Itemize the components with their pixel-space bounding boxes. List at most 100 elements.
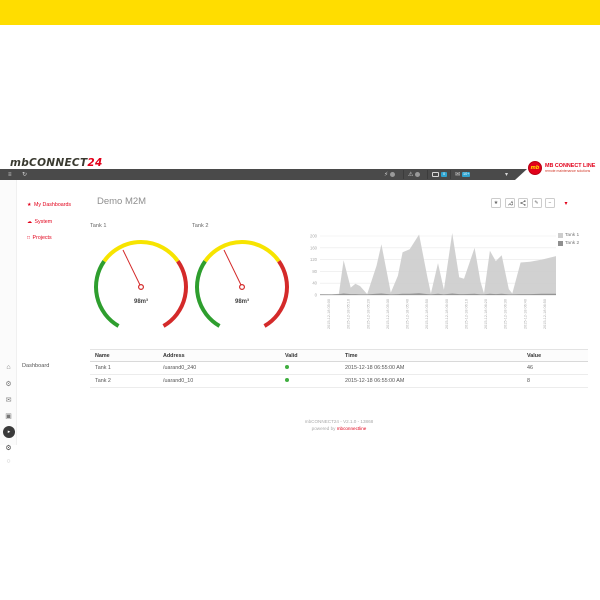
col-address[interactable]: Address <box>158 349 280 362</box>
y-axis-tick: 40 <box>312 281 317 286</box>
x-axis-tick: 2015-12-18 06:10 <box>464 299 468 329</box>
user-menu-caret-icon[interactable]: ▾ <box>505 172 509 178</box>
device-icon <box>432 172 439 177</box>
company-logo-icon: mb <box>528 161 542 175</box>
favorite-button[interactable]: ★ <box>491 198 501 208</box>
gauge-hub <box>137 283 144 290</box>
dashboard-icon[interactable]: ⌂ <box>6 364 11 371</box>
share-button[interactable] <box>518 198 528 208</box>
sidebar-item-projects[interactable]: □ Projects <box>27 235 52 241</box>
gauge-title: Tank 2 <box>192 223 209 229</box>
app-logo: mbCONNECT24 <box>10 157 103 169</box>
area-chart: 0 40 80 120 160 200 2015-12-18 05:00 2015-12-18… <box>310 233 556 329</box>
cell-value: 8 <box>522 374 588 388</box>
menu-icon[interactable]: ≡ <box>8 171 12 178</box>
gauge-tank2: 98m³ <box>195 240 289 328</box>
version-text: mbCONNECT24 - V2.1.0 - 13868 <box>304 419 374 424</box>
x-axis-tick: 2015-12-18 06:20 <box>484 299 488 329</box>
mail-icon: ✉ <box>455 172 461 178</box>
gauge-hub <box>238 283 245 290</box>
share-icon <box>520 200 526 206</box>
cell-valid <box>280 374 340 388</box>
alarms-button[interactable]: ⚠ <box>408 169 420 180</box>
gauge-green-arc <box>94 260 120 328</box>
y-axis-tick: 120 <box>310 257 318 262</box>
table-row[interactable]: Tank 2 /uarand0_10 2015-12-18 06:55:00 A… <box>90 374 588 388</box>
cell-address: /uarand0_240 <box>158 361 280 375</box>
cell-address: /uarand0_10 <box>158 374 280 388</box>
toolbar: ≡ ↻ ⚡ ⚠ 0 ✉ 10+ ▾ <box>0 169 527 180</box>
gauge-yellow-arc <box>102 240 180 263</box>
toolbar-divider <box>427 170 428 179</box>
cell-name: Tank 2 <box>90 374 158 388</box>
refresh-icon[interactable]: ↻ <box>22 172 28 178</box>
footer: mbCONNECT24 - V2.1.0 - 13868 powered by … <box>88 418 590 432</box>
messages-badge: 0 <box>442 171 446 176</box>
x-axis-tick: 2015-12-18 06:50 <box>543 299 547 329</box>
sidebar-item-my-dashboards[interactable]: ★ My Dashboards <box>27 202 71 208</box>
mail-badge: 10+ <box>463 171 470 176</box>
gauge-red-arc <box>162 260 188 328</box>
series-area-tank2 <box>320 293 556 295</box>
pin-icon[interactable]: ▾ <box>564 200 568 207</box>
legend-item-tank1[interactable]: Tank 1 <box>558 233 579 238</box>
cell-name: Tank 1 <box>90 361 158 375</box>
y-axis-tick: 160 <box>310 245 318 250</box>
wrench-icon <box>507 200 513 206</box>
sidebar-item-label: System <box>34 219 53 225</box>
x-axis-tick: 2015-12-18 05:00 <box>327 299 331 329</box>
col-valid[interactable]: Valid <box>280 349 340 362</box>
legend-label: Tank 2 <box>565 240 580 246</box>
messages-icon[interactable]: ✉ <box>5 397 12 404</box>
x-axis-tick: 2015-12-18 05:30 <box>386 299 390 329</box>
x-axis-tick: 2015-12-18 06:30 <box>504 299 508 329</box>
page-title: Demo M2M <box>97 196 147 207</box>
app-logo-accent: 24 <box>87 157 103 169</box>
star-icon: ★ <box>27 202 32 208</box>
table-row[interactable]: Tank 1 /uarand0_240 2015-12-18 06:55:00 … <box>90 361 588 375</box>
x-axis-tick: 2015-12-18 05:50 <box>425 299 429 329</box>
col-time[interactable]: Time <box>340 349 522 362</box>
y-axis-tick: 0 <box>315 293 318 298</box>
powered-by-link[interactable]: mbconnectline <box>336 426 367 431</box>
expand-sidebar-button[interactable]: ▸ <box>3 426 15 438</box>
app-logo-primary: mbCONNECT <box>10 157 88 169</box>
devices-icon[interactable]: ▣ <box>5 413 12 420</box>
col-value[interactable]: Value <box>522 349 588 362</box>
sidebar-item-system[interactable]: ☁ System <box>27 219 52 225</box>
collapse-button[interactable]: − <box>545 198 555 208</box>
help-icon[interactable]: ○ <box>6 458 11 465</box>
gauge-title: Tank 1 <box>90 223 107 229</box>
toolbar-divider <box>450 170 451 179</box>
cloud-icon: ☁ <box>27 219 32 225</box>
gauge-value: 98m³ <box>235 298 249 305</box>
company-logo: mb MB CONNECT LINE remote maintenance so… <box>528 161 595 175</box>
col-name[interactable]: Name <box>90 349 158 362</box>
edit-button[interactable]: ✎ <box>531 198 542 208</box>
power-badge <box>390 172 395 177</box>
configure-button[interactable] <box>504 198 515 208</box>
power-icon: ⚡ <box>384 172 389 178</box>
legend-item-tank2[interactable]: Tank 2 <box>558 240 580 246</box>
legend-swatch <box>558 233 563 238</box>
x-axis-tick: 2015-12-18 05:20 <box>366 299 370 329</box>
settings-icon[interactable]: ⚙ <box>5 445 12 452</box>
icon-rail: ⌂ ⚙ ✉ ▣ ▤ ⚙ ○ <box>0 180 17 465</box>
x-axis-tick: 2015-12-18 05:10 <box>347 299 351 329</box>
administration-icon[interactable]: ⚙ <box>5 381 12 388</box>
breadcrumb[interactable]: Dashboard <box>22 363 50 369</box>
chart-legend: Tank 1 Tank 2 <box>558 233 579 248</box>
mail-button[interactable]: ✉ 10+ <box>455 169 470 180</box>
breadcrumb-bar: Dashboard <box>0 180 600 369</box>
x-axis-tick: 2015-12-18 06:00 <box>445 299 449 329</box>
y-axis-tick: 80 <box>312 269 317 274</box>
sidebar-item-label: My Dashboards <box>33 202 72 208</box>
messages-button[interactable]: 0 <box>432 169 447 180</box>
gauge-yellow-arc <box>203 240 281 263</box>
gauge-green-arc <box>195 260 221 328</box>
cell-time: 2015-12-18 06:55:00 AM <box>340 361 522 375</box>
widget-actions: ★ ✎ − ▾ <box>491 198 568 208</box>
power-status-button[interactable]: ⚡ <box>384 169 395 180</box>
warning-icon: ⚠ <box>408 172 414 178</box>
